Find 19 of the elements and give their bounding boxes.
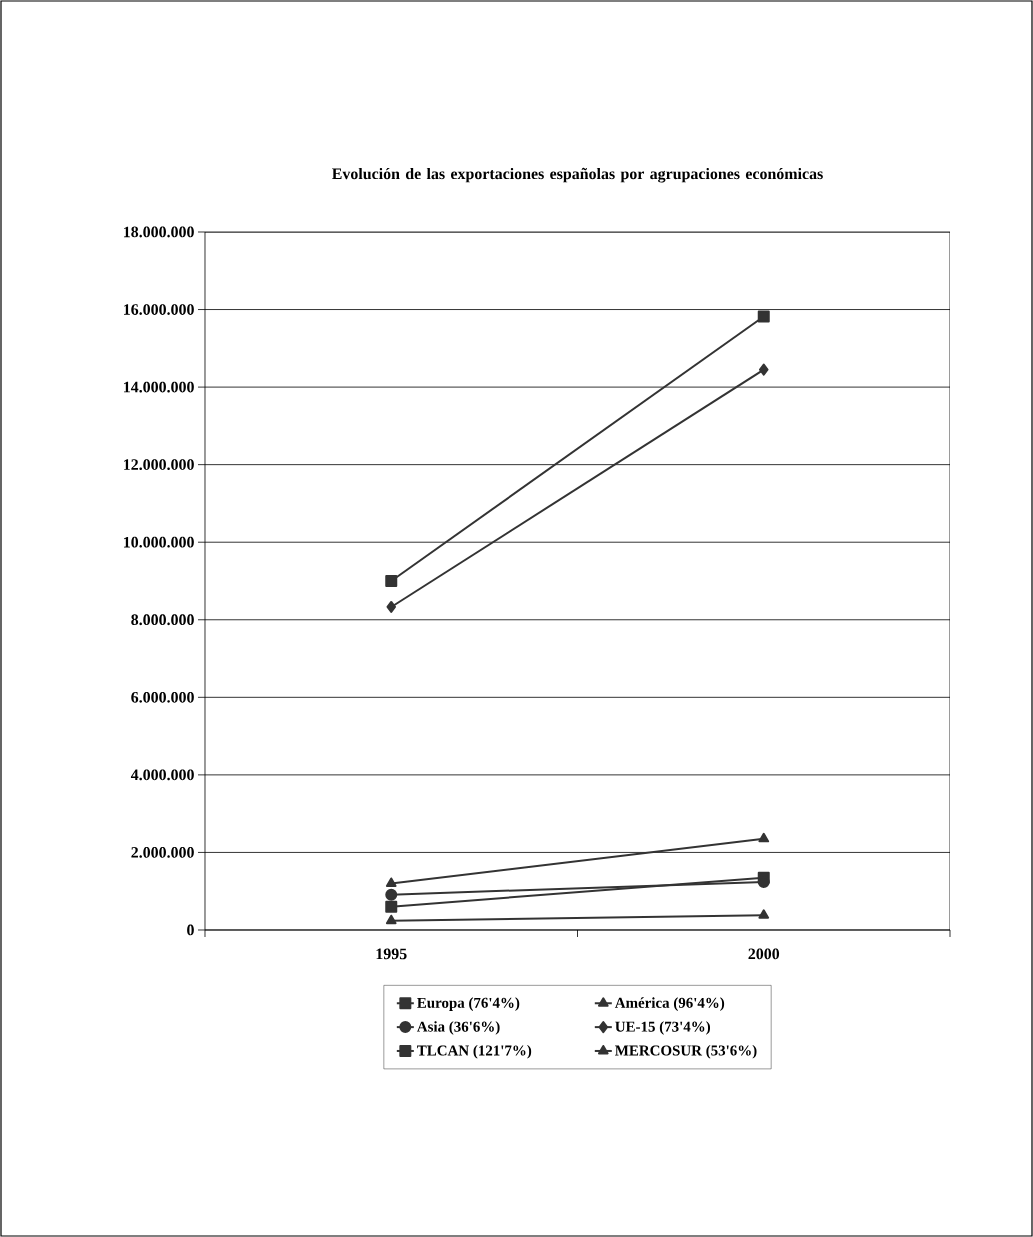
y-tick-label: 12.000.000 [124,459,194,471]
x-tick-label: 2000 [748,948,780,960]
chart-title: Evolución de las exportaciones españolas por agrupaciones económicas [332,167,823,183]
y-tick-label: 0 [187,924,194,936]
y-tick-label: 6.000.000 [131,691,194,703]
y-tick-label: 10.000.000 [124,536,194,548]
y-tick-label: 8.000.000 [131,614,194,626]
y-tick-label: 18.000.000 [124,226,194,238]
y-tick-label: 14.000.000 [124,381,194,393]
x-tick-label: 1995 [376,948,407,960]
legend-label: Asia (36'6%) [416,1021,500,1035]
y-tick-label: 4.000.000 [130,769,194,781]
legend-label: UE-15 (73'4%) [615,1021,711,1035]
legend-label: América (96'4%) [614,997,725,1011]
legend-label: TLCAN (121'7%) [417,1045,532,1059]
y-tick-label: 16.000.000 [124,304,194,315]
legend-label: MERCOSUR (53'6%) [615,1045,757,1059]
legend-label: Europa (76'4%) [417,997,520,1011]
y-tick-label: 2.000.000 [131,847,194,858]
